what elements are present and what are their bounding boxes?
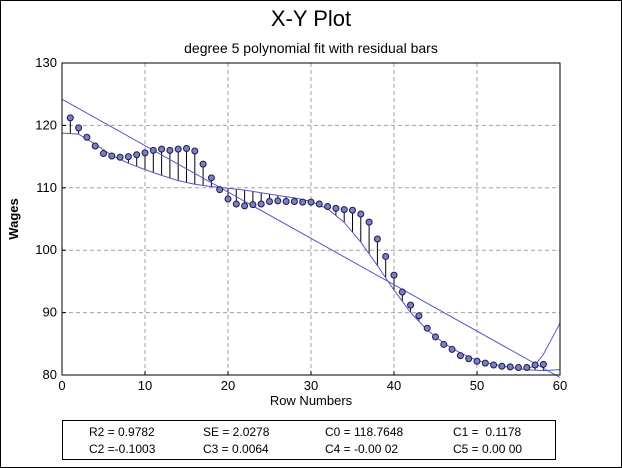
stat-c4: C4 = -0.00 02 bbox=[325, 442, 399, 456]
data-point bbox=[266, 198, 273, 206]
data-point bbox=[382, 252, 390, 260]
stat-se: SE = 2.0278 bbox=[203, 425, 270, 439]
data-point bbox=[66, 114, 74, 122]
data-point bbox=[216, 186, 224, 194]
x-tick-label: 10 bbox=[138, 378, 152, 393]
data-point bbox=[290, 198, 298, 206]
plot-area: 0 10 20 30 40 50 60 80 90 100 110 120 130 Row Numbers… bbox=[6, 55, 567, 408]
data-point bbox=[315, 200, 323, 208]
y-tick-label: 90 bbox=[43, 305, 57, 320]
x-tick-label: 40 bbox=[387, 378, 401, 393]
data-point bbox=[299, 198, 307, 206]
y-tick-label: 120 bbox=[35, 117, 57, 132]
stat-c1: C1 = 0.1178 bbox=[453, 425, 522, 439]
chart-title: X-Y Plot bbox=[270, 6, 352, 31]
data-point bbox=[232, 200, 240, 208]
x-tick-label: 0 bbox=[58, 378, 65, 393]
data-point bbox=[274, 197, 282, 205]
data-point bbox=[440, 340, 448, 348]
data-point bbox=[257, 200, 265, 208]
stat-c2: C2 =-0.1003 bbox=[89, 442, 156, 456]
data-point bbox=[365, 218, 373, 226]
data-point bbox=[124, 153, 132, 161]
data-point bbox=[490, 361, 498, 369]
data-point bbox=[531, 361, 539, 369]
x-tick-label: 30 bbox=[304, 378, 318, 393]
data-point bbox=[465, 355, 473, 363]
data-point bbox=[456, 352, 464, 360]
data-point bbox=[158, 145, 166, 153]
data-point bbox=[398, 288, 406, 296]
data-point bbox=[191, 147, 199, 155]
fit-statistics-box: R2 = 0.9782 SE = 2.0278 C0 = 118.7648 C1… bbox=[62, 420, 556, 460]
y-tick-label: 80 bbox=[43, 367, 57, 382]
y-tick-label: 110 bbox=[36, 180, 57, 195]
data-point bbox=[307, 198, 315, 206]
data-point bbox=[349, 206, 356, 214]
data-point bbox=[166, 146, 174, 154]
data-point bbox=[448, 345, 456, 353]
data-point bbox=[241, 202, 249, 210]
data-point bbox=[108, 152, 116, 160]
stat-r2: R2 = 0.9782 bbox=[89, 425, 155, 439]
data-point bbox=[415, 312, 423, 320]
y-axis-label: Wages bbox=[6, 198, 21, 239]
data-point bbox=[324, 203, 332, 211]
data-point bbox=[481, 359, 489, 367]
x-tick-label: 20 bbox=[221, 378, 235, 393]
data-point bbox=[133, 151, 141, 159]
data-point bbox=[340, 206, 348, 214]
data-point bbox=[357, 210, 365, 218]
data-point bbox=[91, 142, 99, 150]
x-axis-label: Row Numbers bbox=[270, 393, 353, 408]
chart-subtitle: degree 5 polynomial fit with residual ba… bbox=[184, 40, 438, 56]
data-point bbox=[523, 364, 531, 372]
data-point bbox=[373, 235, 381, 243]
data-point bbox=[473, 357, 481, 365]
data-point bbox=[199, 160, 207, 168]
data-point bbox=[432, 333, 439, 341]
data-point bbox=[116, 153, 124, 161]
data-point bbox=[75, 124, 83, 132]
y-tick-label: 130 bbox=[35, 55, 57, 70]
data-point bbox=[498, 362, 506, 370]
stat-c3: C3 = 0.0064 bbox=[203, 442, 269, 456]
data-point bbox=[183, 144, 190, 152]
data-point bbox=[249, 201, 257, 209]
y-tick-label: 100 bbox=[35, 242, 57, 257]
data-point bbox=[407, 301, 415, 309]
stat-c0: C0 = 118.7648 bbox=[325, 425, 404, 439]
data-point bbox=[515, 364, 522, 372]
data-point bbox=[174, 145, 182, 153]
stat-c5: C5 = 0.00 00 bbox=[453, 442, 523, 456]
data-point bbox=[282, 198, 290, 206]
data-point bbox=[141, 149, 149, 157]
x-tick-label: 60 bbox=[553, 378, 567, 393]
data-point bbox=[149, 146, 157, 154]
linear-trend-line bbox=[61, 98, 561, 378]
x-tick-label: 50 bbox=[470, 378, 484, 393]
data-point bbox=[506, 363, 514, 371]
data-point bbox=[100, 149, 107, 157]
data-point bbox=[224, 195, 232, 203]
data-point bbox=[423, 324, 431, 332]
data-point bbox=[332, 204, 340, 212]
data-point bbox=[207, 174, 215, 182]
data-point bbox=[83, 133, 91, 141]
data-point bbox=[390, 271, 398, 279]
data-point bbox=[539, 360, 547, 368]
